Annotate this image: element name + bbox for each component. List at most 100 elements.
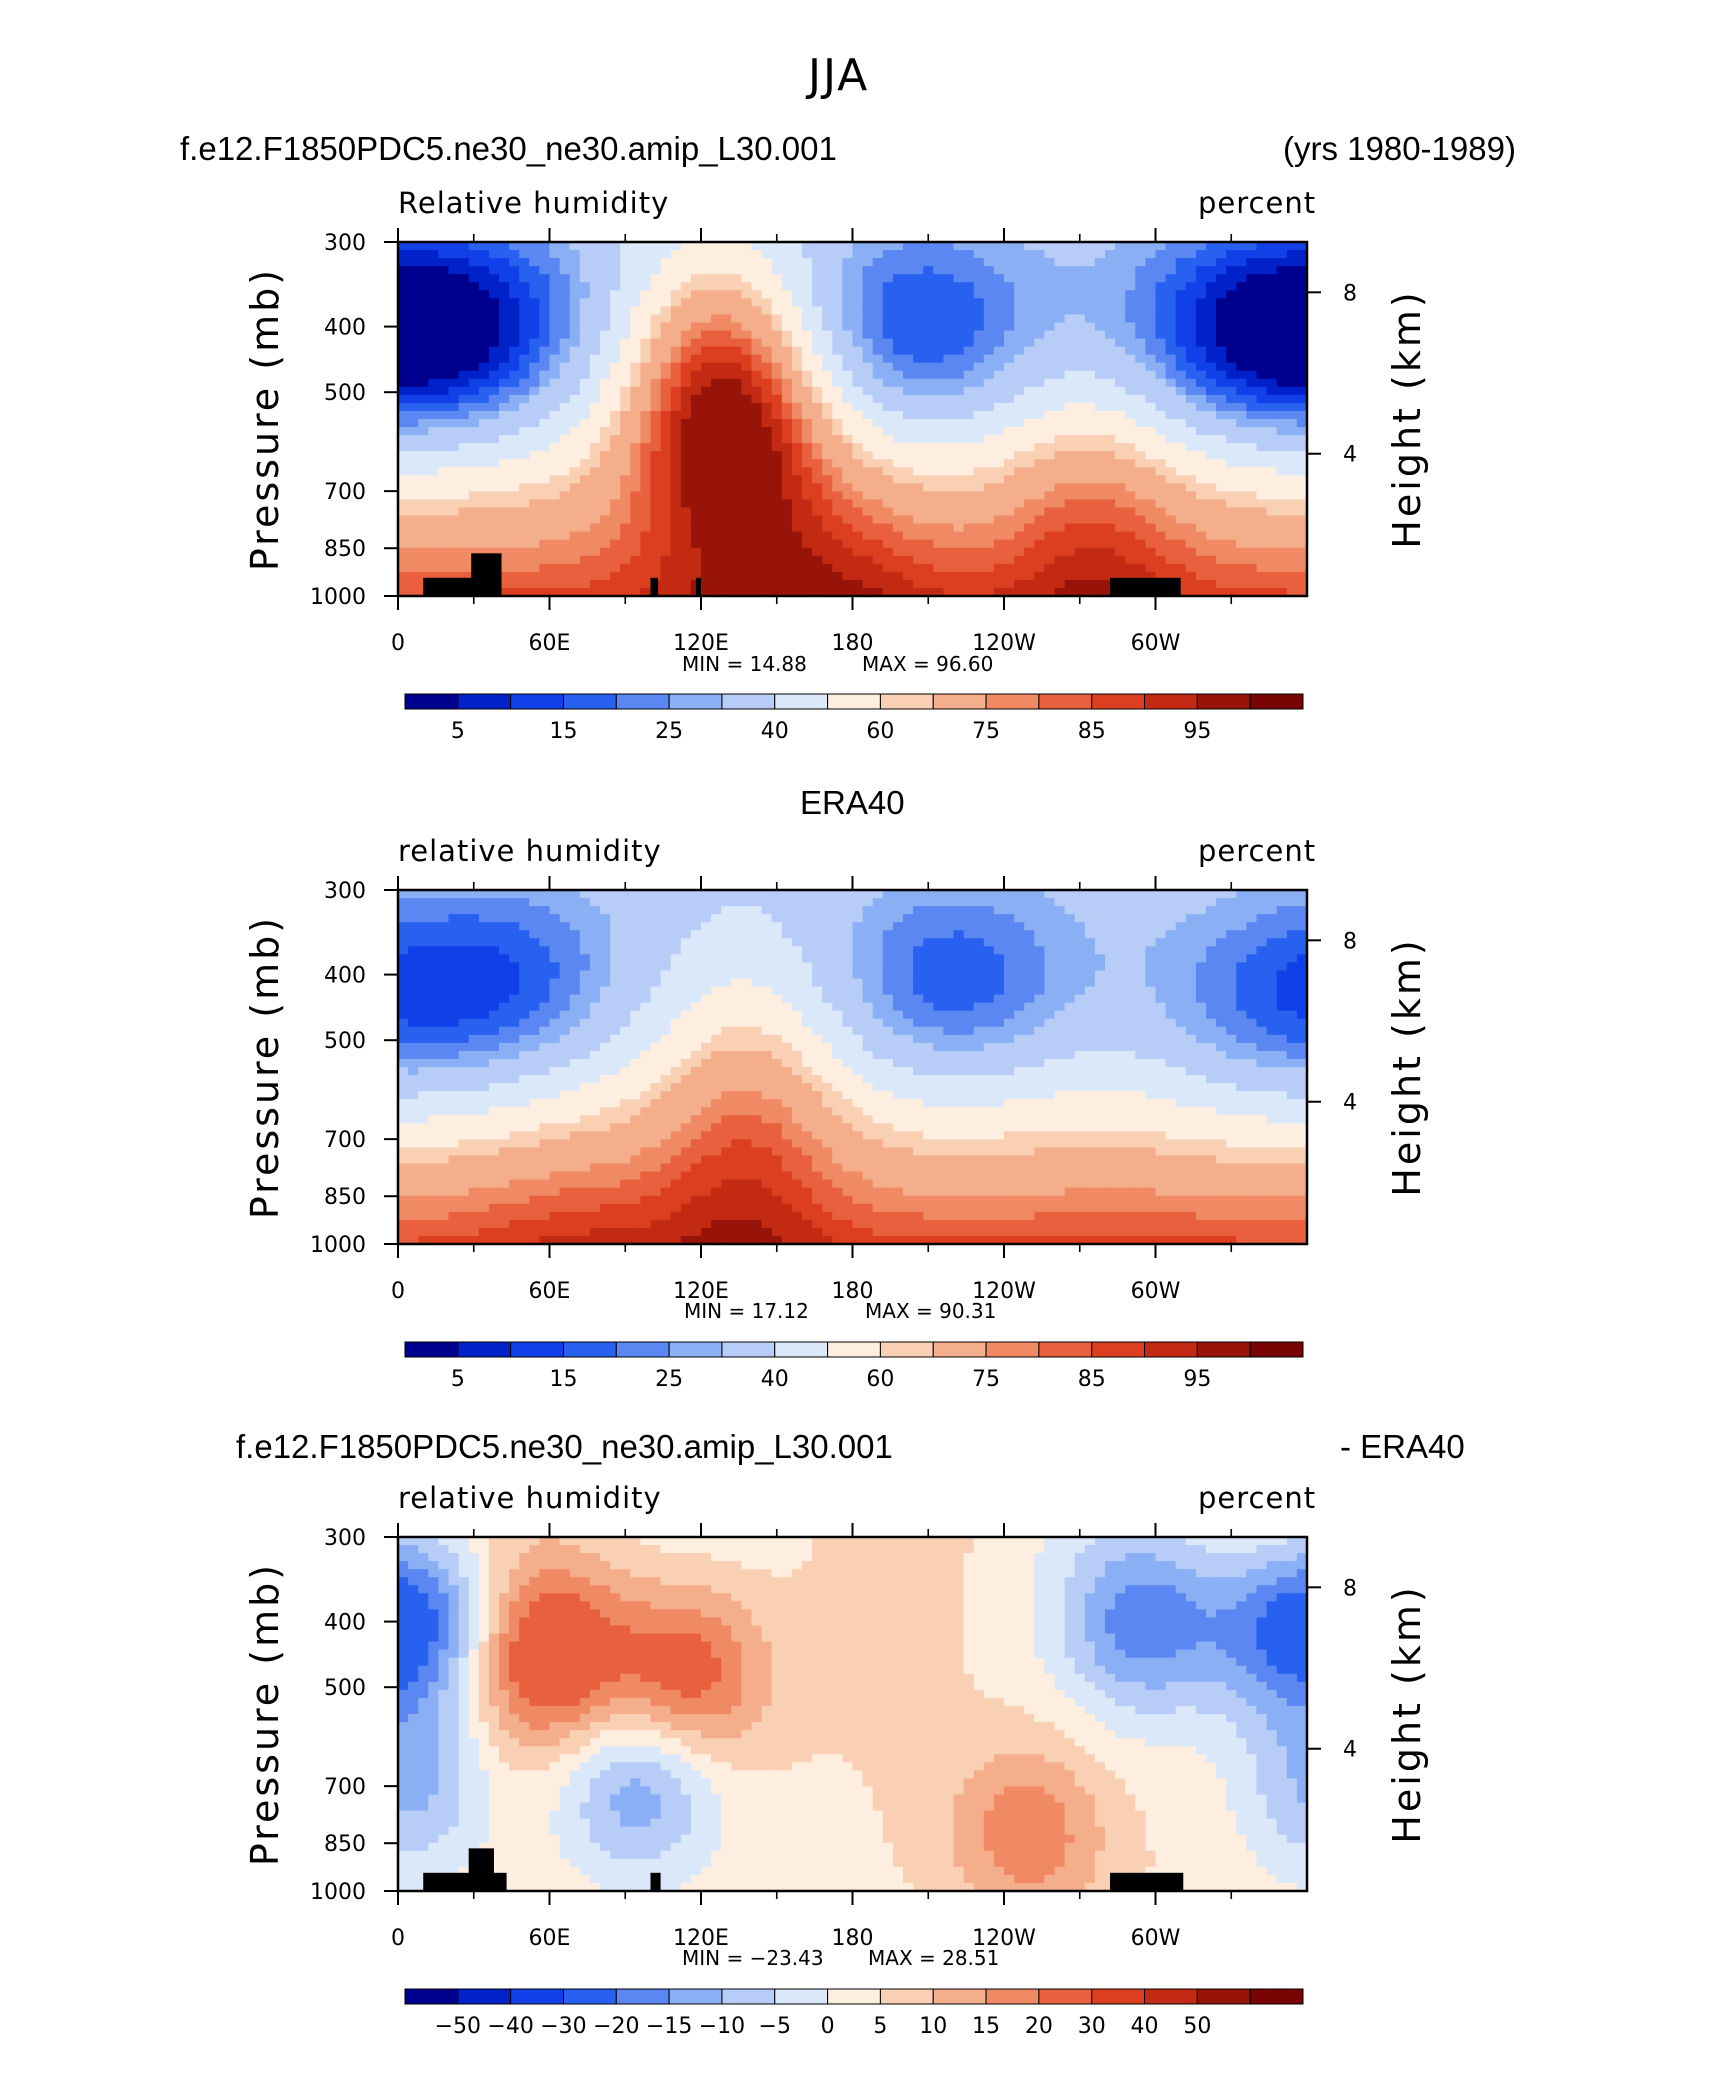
field-cell <box>509 378 520 388</box>
field-cell <box>499 370 510 380</box>
field-cell <box>771 306 783 316</box>
field-cell <box>630 539 641 549</box>
field-cell <box>701 587 712 596</box>
field-cell <box>923 282 934 291</box>
field-cell <box>913 338 924 348</box>
field-cell <box>993 938 1005 947</box>
field-cell <box>1115 290 1126 299</box>
field-cell <box>589 370 601 380</box>
field-cell <box>892 491 904 501</box>
field-cell <box>1206 314 1217 324</box>
field-cell <box>559 898 571 907</box>
field-cell <box>791 515 803 525</box>
field-cell <box>1044 250 1056 259</box>
field-cell <box>1185 914 1197 923</box>
field-cell <box>610 346 621 356</box>
field-cell <box>1276 338 1288 348</box>
field-cell <box>468 306 480 316</box>
field-cell <box>953 531 965 541</box>
field-cell <box>741 954 753 964</box>
field-cell <box>529 435 540 444</box>
field-cell <box>1115 242 1126 251</box>
field-cell <box>519 266 530 275</box>
field-cell <box>1256 435 1268 444</box>
field-cell <box>903 970 914 980</box>
field-cell <box>822 914 833 923</box>
field-cell <box>1286 338 1298 348</box>
field-cell <box>529 539 540 549</box>
field-cell <box>1296 338 1307 348</box>
field-cell <box>862 491 874 501</box>
field-cell <box>408 435 419 444</box>
field-cell <box>1064 962 1076 972</box>
field-cell <box>418 970 429 980</box>
field-cell <box>771 443 783 452</box>
field-cell <box>1054 306 1066 316</box>
field-cell <box>428 491 439 501</box>
field-cell <box>690 322 702 332</box>
field-cell <box>731 435 742 444</box>
field-cell <box>1054 290 1066 299</box>
field-cell <box>903 922 914 931</box>
field-cell <box>1236 914 1247 923</box>
field-cell <box>1054 298 1066 307</box>
field-cell <box>1125 938 1136 947</box>
field-cell <box>579 386 591 396</box>
field-cell <box>559 322 571 332</box>
field-cell <box>1054 571 1066 581</box>
field-cell <box>1125 330 1136 340</box>
field-cell <box>802 515 813 525</box>
field-cell <box>1286 499 1298 509</box>
field-cell <box>1246 459 1258 468</box>
field-cell <box>963 459 975 468</box>
field-cell <box>478 491 490 501</box>
field-cell <box>600 962 611 972</box>
field-cell <box>1105 266 1116 275</box>
field-cell <box>1014 523 1025 533</box>
field-cell <box>1175 946 1187 955</box>
field-cell <box>690 427 702 436</box>
field-cell <box>509 499 520 509</box>
field-cell <box>670 338 682 348</box>
field-cell <box>539 930 551 939</box>
field-cell <box>559 970 571 980</box>
field-cell <box>559 906 571 915</box>
field-cell <box>862 378 874 388</box>
field-cell <box>771 402 783 412</box>
field-cell <box>923 314 934 324</box>
field-cell <box>1266 563 1278 573</box>
field-cell <box>1084 483 1096 493</box>
field-cell <box>640 298 652 307</box>
field-cell <box>569 370 581 380</box>
field-cell <box>640 938 652 947</box>
field-cell <box>1064 523 1076 533</box>
field-cell <box>882 370 894 380</box>
field-cell <box>1155 930 1167 939</box>
field-cell <box>791 451 803 460</box>
field-cell <box>640 419 652 428</box>
field-cell <box>458 922 470 931</box>
field-cell <box>1115 443 1126 452</box>
field-cell <box>650 378 662 388</box>
field-cell <box>1236 354 1247 364</box>
field-cell <box>923 531 934 541</box>
field-cell <box>1145 962 1157 972</box>
field-cell <box>1094 330 1106 340</box>
field-cell <box>1236 922 1247 931</box>
field-cell <box>701 906 712 915</box>
field-cell <box>620 483 631 493</box>
field-cell <box>1034 306 1045 316</box>
field-cell <box>1226 282 1237 291</box>
field-cell <box>1094 547 1106 557</box>
field-cell <box>1266 587 1278 596</box>
field-cell <box>499 930 510 939</box>
field-cell <box>559 410 571 420</box>
field-cell <box>751 898 763 907</box>
field-cell <box>428 914 439 923</box>
field-cell <box>731 459 742 468</box>
field-cell <box>761 314 773 324</box>
field-cell <box>418 531 429 541</box>
field-cell <box>1135 467 1146 476</box>
field-cell <box>983 443 995 452</box>
field-cell <box>549 946 561 955</box>
